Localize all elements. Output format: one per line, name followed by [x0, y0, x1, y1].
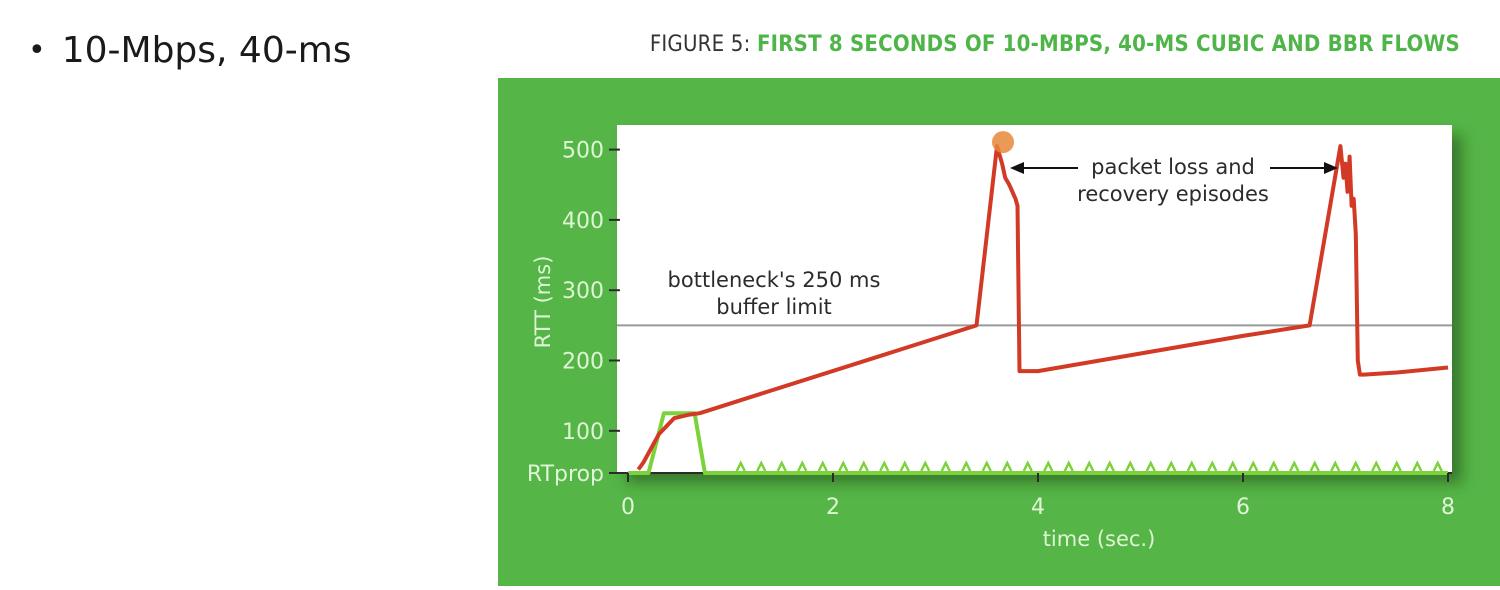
x-tick-label-0: 0	[621, 495, 635, 520]
ref-line-label-2: buffer limit	[716, 295, 832, 319]
bbr-probe-pulse-19	[1125, 460, 1136, 472]
y-tick-label-500: 500	[562, 139, 604, 164]
bbr-probe-pulse-10	[940, 460, 951, 472]
annotation-line-2: recovery episodes	[1077, 182, 1269, 206]
bbr-probe-pulse-16	[1063, 460, 1074, 472]
x-tick-label-6: 6	[1236, 495, 1250, 520]
bbr-probe-pulse-11	[961, 460, 972, 472]
bbr-probe-pulse-30	[1350, 460, 1361, 472]
series-line-cubic	[636, 144, 1449, 471]
y-tick-label-40: RTprop	[527, 462, 604, 487]
bbr-probe-pulse-8	[899, 460, 910, 472]
bullet-text: 10-Mbps, 40-ms	[61, 30, 352, 71]
bbr-probe-pulse-5	[838, 460, 849, 472]
cursor-highlight	[992, 131, 1014, 154]
figure-title-main: FIRST 8 SECONDS OF 10-MBPS, 40-MS CUBIC …	[756, 32, 1460, 57]
x-axis-label: time (sec.)	[1043, 527, 1156, 551]
bbr-probe-pulse-24	[1227, 460, 1238, 472]
bbr-probe-pulse-3	[797, 460, 808, 472]
annotation-arrow-right	[1270, 162, 1338, 174]
chart-panel: 0 2 4 6 8 RTprop 100 200 300 400 500 bottleneck's …	[498, 78, 1500, 586]
x-tick-label-4: 4	[1031, 495, 1045, 520]
bbr-probe-pulse-27	[1289, 460, 1300, 472]
bbr-probe-pulse-13	[1002, 460, 1013, 472]
bbr-probe-pulse-4	[817, 460, 828, 472]
bbr-probe-pulse-28	[1309, 460, 1320, 472]
bbr-probe-pulse-15	[1043, 460, 1054, 472]
bbr-probe-pulse-7	[879, 460, 890, 472]
bbr-probe-pulse-12	[981, 460, 992, 472]
x-tick-label-2: 2	[826, 495, 840, 520]
bbr-probe-pulse-21	[1166, 460, 1177, 472]
bbr-probe-pulse-9	[920, 460, 931, 472]
bbr-probe-pulse-29	[1330, 460, 1341, 472]
bbr-probe-pulse-33	[1412, 460, 1423, 472]
bbr-probe-pulse-6	[858, 460, 869, 472]
bbr-probe-pulse-14	[1022, 460, 1033, 472]
y-tick-label-100: 100	[562, 420, 604, 445]
bbr-probe-pulse-22	[1186, 460, 1197, 472]
bbr-probe-pulse-18	[1104, 460, 1115, 472]
bullet-dot: •	[28, 32, 46, 68]
figure-title: FIGURE 5: FIRST 8 SECONDS OF 10-MBPS, 40…	[650, 32, 1460, 57]
bbr-probe-pulse-34	[1432, 460, 1443, 472]
bbr-probe-pulse-17	[1084, 460, 1095, 472]
bbr-probe-pulse-20	[1145, 460, 1156, 472]
y-tick-label-200: 200	[562, 350, 604, 375]
annotation-arrow-left	[1010, 162, 1078, 174]
bbr-probe-pulse-1	[756, 460, 767, 472]
bbr-probe-pulse-26	[1268, 460, 1279, 472]
series-line-bbr	[628, 411, 1448, 475]
bbr-probe-pulse-31	[1371, 460, 1382, 472]
bbr-probe-pulse-23	[1207, 460, 1218, 472]
y-tick-label-300: 300	[562, 279, 604, 304]
ref-line-label-1: bottleneck's 250 ms	[668, 268, 881, 292]
figure-title-prefix: FIGURE 5:	[649, 32, 751, 57]
bbr-probe-pulse-25	[1248, 460, 1259, 472]
annotation-line-1: packet loss and	[1091, 155, 1255, 179]
x-tick-label-8: 8	[1441, 495, 1455, 520]
bbr-probe-pulse-32	[1391, 460, 1402, 472]
y-axis-label: RTT (ms)	[531, 256, 555, 349]
y-tick-label-400: 400	[562, 209, 604, 234]
bbr-probe-pulse-2	[776, 460, 787, 472]
bbr-probe-pulse-0	[735, 460, 746, 472]
slide-bullet: • 10-Mbps, 40-ms	[28, 30, 352, 71]
